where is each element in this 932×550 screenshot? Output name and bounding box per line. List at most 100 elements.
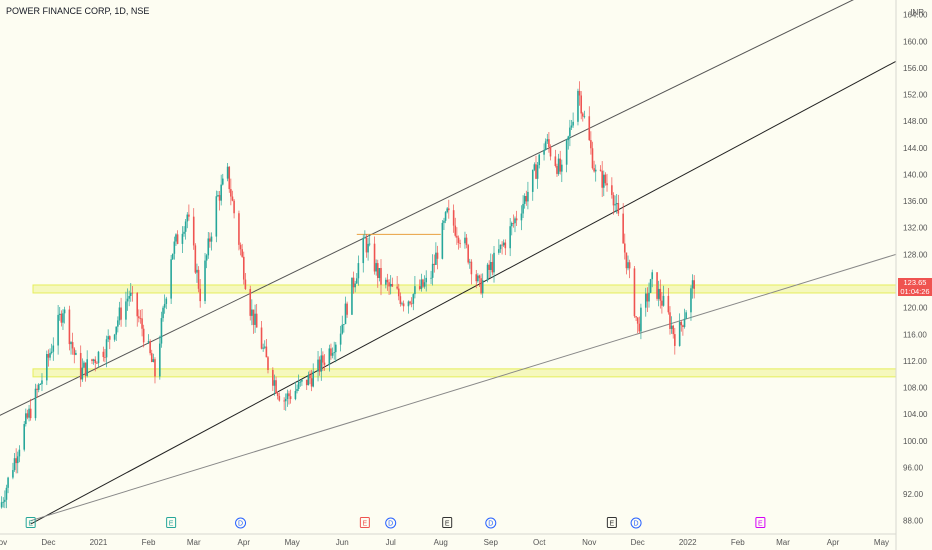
candle-body (309, 375, 311, 379)
candle (217, 190, 219, 198)
candle (139, 309, 142, 324)
candle (96, 361, 98, 364)
price-tick-label: 152.00 (903, 91, 928, 100)
candle-body (656, 272, 658, 299)
candle-body (628, 262, 631, 269)
candle (548, 131, 550, 153)
candle-body (57, 314, 59, 346)
candle-body (50, 351, 53, 353)
candle-body (546, 139, 549, 142)
candle-body (154, 359, 156, 377)
candle-body (159, 343, 161, 377)
price-tick-label: 116.00 (903, 330, 927, 339)
candle-body (577, 90, 579, 122)
candle (682, 324, 684, 336)
candle (244, 272, 247, 291)
candle (317, 351, 319, 382)
candle (693, 275, 695, 299)
candle (672, 324, 675, 339)
candle-body (79, 352, 82, 380)
candle (102, 346, 105, 362)
candle-body (251, 309, 253, 316)
candle-body (407, 301, 410, 307)
candle-body (674, 334, 676, 346)
candle (49, 348, 51, 361)
candle-body (402, 303, 405, 307)
candle-body (60, 313, 63, 323)
candle (181, 226, 184, 253)
candle (625, 252, 628, 275)
event-marker-E: E (606, 517, 617, 528)
candle (254, 304, 256, 333)
candle (354, 280, 356, 293)
candle (414, 276, 416, 299)
candle-body (228, 166, 231, 190)
candle-body (399, 296, 402, 304)
candle (339, 325, 342, 352)
candle-body (669, 312, 671, 329)
candle (591, 141, 594, 170)
candle-body (396, 286, 398, 289)
candle-body (617, 203, 620, 214)
candle (488, 260, 490, 279)
candle-body (165, 298, 168, 304)
candle (430, 270, 432, 285)
candle-body (68, 309, 71, 345)
price-tick-label: 160.00 (903, 37, 928, 46)
candle-body (515, 218, 518, 221)
candle (578, 81, 581, 106)
candle (593, 160, 595, 173)
candle-body (286, 393, 289, 399)
candle-body (205, 255, 208, 261)
candle (556, 163, 558, 177)
candle (251, 299, 253, 326)
candle-body (527, 191, 529, 202)
candle-body (454, 225, 457, 236)
candle-body (339, 333, 342, 345)
candle-body (509, 226, 511, 249)
candle (84, 362, 87, 382)
candle-body (486, 264, 489, 281)
candle (86, 350, 88, 378)
candle-body (186, 214, 189, 222)
candle-body (46, 354, 48, 381)
candle-body (96, 362, 98, 364)
candle (307, 371, 310, 386)
price-tick-label: 88.00 (903, 517, 924, 526)
event-marker-D: D (485, 517, 497, 529)
event-label: E (169, 521, 174, 528)
candle (504, 239, 507, 256)
candle (659, 279, 662, 309)
candle-body (320, 355, 323, 372)
candle (535, 155, 537, 180)
candle-body (559, 158, 562, 172)
candle-body (260, 327, 263, 349)
candle (252, 309, 255, 334)
time-tick-label: Dec (631, 538, 645, 547)
candle (94, 356, 97, 372)
candle-body (691, 280, 694, 289)
candle (159, 335, 161, 380)
candle (334, 342, 337, 363)
candle (184, 219, 187, 240)
candle (41, 373, 43, 391)
bar-countdown: 01:04:26 (900, 287, 930, 297)
event-marker-E: E (755, 517, 766, 528)
candle (197, 266, 200, 293)
candle (523, 193, 526, 209)
currency-label: INR (910, 8, 924, 17)
candle-body (690, 288, 692, 313)
candle-body (646, 293, 649, 302)
candle-body (622, 213, 624, 244)
candle (355, 273, 358, 284)
event-label: E (445, 521, 450, 528)
candle-body (565, 140, 568, 165)
candle (683, 308, 686, 329)
candle (456, 227, 458, 245)
candle (220, 174, 222, 206)
event-marker-D: D (385, 517, 397, 529)
candle (352, 271, 355, 294)
candle-body (499, 244, 502, 250)
